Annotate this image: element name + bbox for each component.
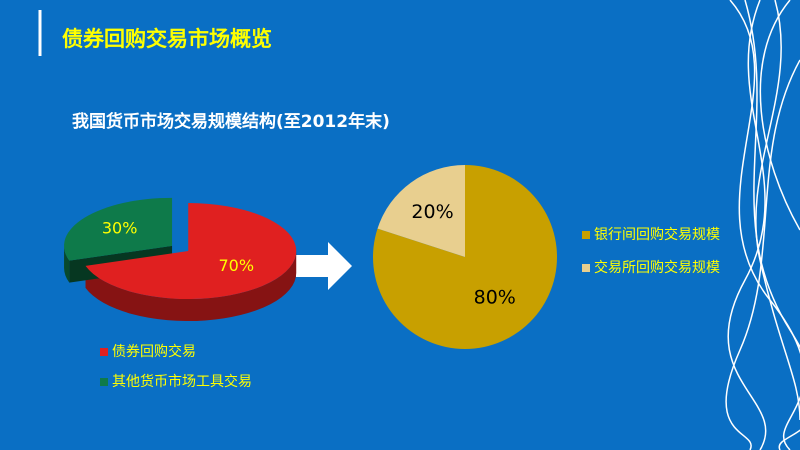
pie-side — [85, 251, 297, 322]
legend-label: 银行间回购交易规模 — [594, 226, 720, 243]
legend-label: 其他货币市场工具交易 — [112, 373, 252, 390]
pie-slice — [64, 197, 173, 261]
pie-side — [64, 245, 70, 283]
data-label: 80% — [474, 286, 516, 308]
arrow — [296, 242, 352, 290]
legend-swatch — [100, 348, 108, 356]
legend-swatch — [100, 378, 108, 386]
legend-label: 交易所回购交易规模 — [594, 259, 720, 276]
pie-slice — [85, 203, 297, 300]
data-label: 70% — [219, 256, 255, 275]
data-label: 20% — [411, 201, 453, 223]
legend-label: 债券回购交易 — [112, 343, 196, 360]
data-label: 30% — [102, 218, 138, 237]
pie-slice — [377, 165, 465, 257]
legend-swatch — [582, 231, 590, 239]
chart-title: 我国货币市场交易规模结构(至2012年末) — [72, 111, 390, 132]
decor-curves — [725, 0, 800, 450]
legend-swatch — [582, 264, 590, 272]
slide-title: 债券回购交易市场概览 — [62, 27, 272, 51]
